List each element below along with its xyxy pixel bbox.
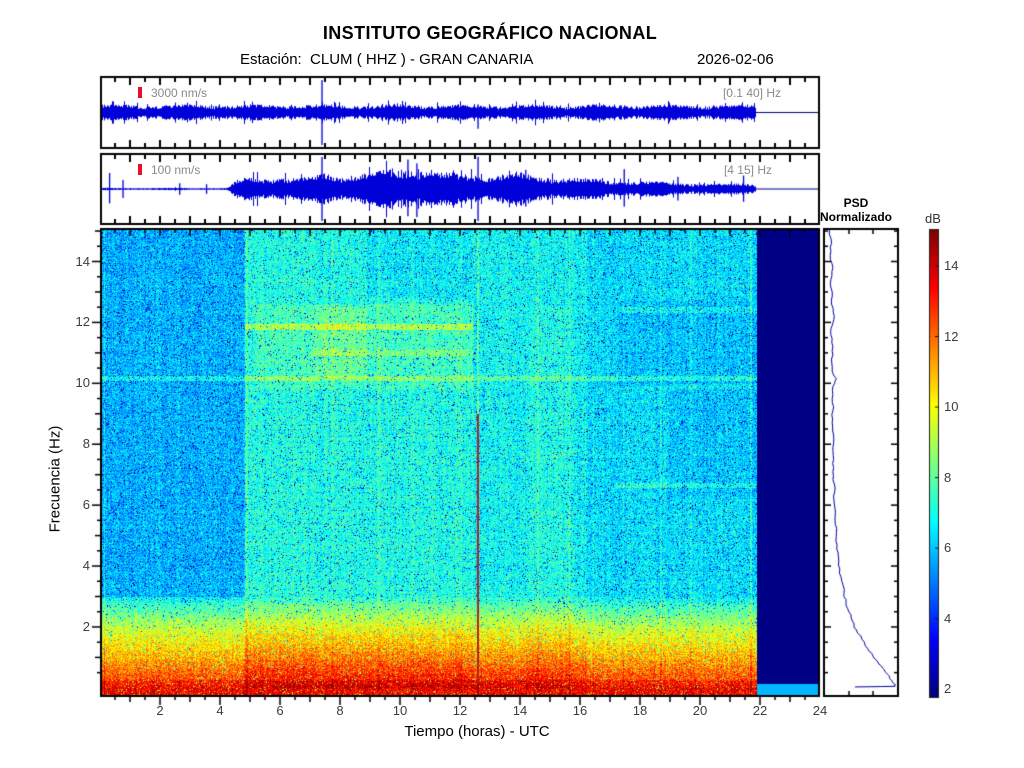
psd-title-line1: PSD [843, 196, 869, 210]
x-tick-label: 18 [632, 703, 648, 718]
x-tick-label: 20 [692, 703, 708, 718]
colorbar-tick-label: 10 [944, 399, 959, 415]
colorbar-tick-label: 14 [944, 258, 959, 274]
y-tick-label: 14 [75, 253, 90, 269]
x-tick-label: 16 [572, 703, 588, 718]
y-tick-label: 8 [82, 436, 90, 452]
psd-title-line2: Normalizado [819, 210, 892, 224]
y-tick-label: 4 [82, 558, 90, 574]
x-tick-label: 10 [392, 703, 408, 718]
scale-marker-icon [138, 87, 142, 98]
colorbar-unit-label: dB [925, 211, 941, 226]
y-tick-label: 6 [82, 497, 90, 513]
x-tick-label: 4 [216, 703, 224, 718]
page-title: INSTITUTO GEOGRÁFICO NACIONAL [322, 23, 658, 43]
colorbar-tick-label: 12 [944, 328, 959, 344]
y-tick-label: 12 [75, 314, 90, 330]
trace2-scale-label: 100 nm/s [151, 163, 201, 177]
scale-marker-icon [138, 164, 142, 175]
colorbar-tick-label: 4 [944, 610, 952, 626]
colorbar-tick-label: 2 [944, 681, 952, 697]
x-axis-label: Tiempo (horas) - UTC [404, 723, 550, 740]
x-tick-label: 14 [512, 703, 528, 718]
station-subtitle: Estación: CLUM ( HHZ ) - GRAN CANARIA [240, 51, 534, 68]
y-tick-label: 10 [75, 375, 90, 391]
y-tick-label: 2 [82, 618, 90, 634]
x-tick-label: 6 [276, 703, 284, 718]
x-tick-label: 12 [452, 703, 468, 718]
x-tick-label: 22 [752, 703, 768, 718]
trace2-filter-label: [4 15] Hz [723, 163, 772, 177]
date-label: 2026-02-06 [697, 51, 774, 68]
x-tick-label: 8 [336, 703, 344, 718]
colorbar-tick-label: 6 [944, 540, 952, 556]
trace1-scale-label: 3000 nm/s [151, 86, 208, 100]
x-tick-label: 2 [156, 703, 164, 718]
colorbar-tick-label: 8 [944, 469, 952, 485]
x-tick-label: 24 [812, 703, 828, 718]
trace1-filter-label: [0.1 40] Hz [722, 86, 781, 100]
